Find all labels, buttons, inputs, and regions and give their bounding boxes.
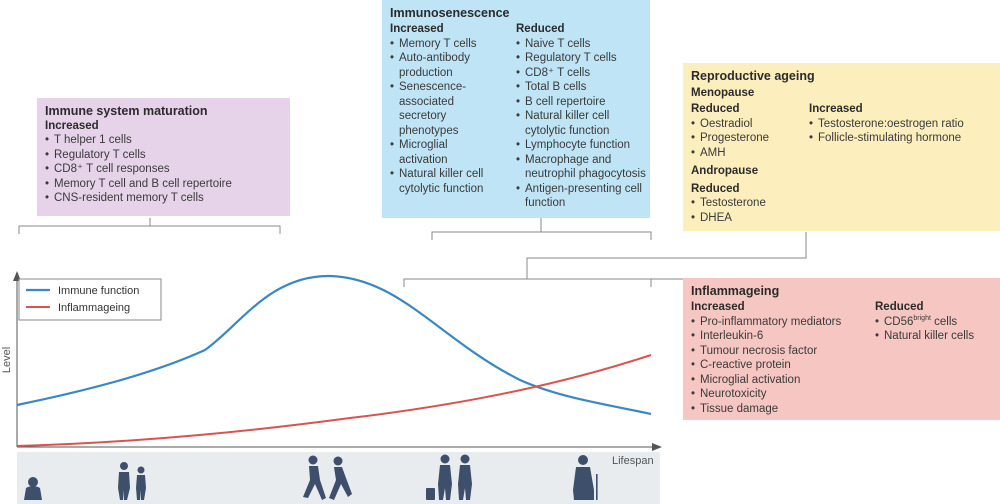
x-axis-arrow bbox=[652, 443, 662, 451]
list-item: DHEA bbox=[691, 211, 992, 226]
y-axis-label: Level bbox=[1, 347, 13, 373]
list-item: Memory T cell and B cell repertoire bbox=[45, 177, 282, 192]
menopause-increased-column: Increased Testosterone:oestrogen ratio F… bbox=[809, 102, 999, 146]
maturation-bracket bbox=[18, 225, 281, 234]
list-item-continuation: cytolytic function bbox=[525, 124, 610, 137]
list-item: CD56bright cells bbox=[875, 315, 997, 330]
list-item: Natural killer cells bbox=[875, 329, 997, 344]
runners-silhouette bbox=[303, 455, 352, 500]
inflammageing-increased-label: Increased bbox=[691, 301, 745, 313]
immunosenescence-increased-label: Increased bbox=[390, 23, 444, 35]
inflammageing-box: Inflammageing Increased Pro-inflammatory… bbox=[683, 278, 1000, 420]
cd56-prefix: CD56 bbox=[884, 315, 914, 328]
inflammageing-title: Inflammageing bbox=[691, 284, 780, 298]
list-item: CNS-resident memory T cells bbox=[45, 191, 282, 206]
immunosenescence-box: Immunosenescence Increased Memory T cell… bbox=[382, 0, 650, 218]
andropause-reduced-list: Testosterone DHEA bbox=[691, 196, 992, 225]
list-item: Microglial activation bbox=[691, 373, 871, 388]
baby-silhouette bbox=[24, 477, 42, 500]
children-silhouette bbox=[118, 462, 146, 500]
list-item: Naive T cells bbox=[516, 37, 648, 52]
list-item: Natural killer cell bbox=[390, 167, 510, 182]
list-item: Lymphocyte function bbox=[516, 138, 648, 153]
menopause-reduced-column: Reduced Oestradiol Progesterone AMH bbox=[691, 102, 801, 160]
list-item: B cell repertoire bbox=[516, 95, 648, 110]
list-item: Testosterone:oestrogen ratio bbox=[809, 117, 999, 132]
list-item-continuation: activation bbox=[399, 153, 448, 166]
maturation-increased-list: T helper 1 cells Regulatory T cells CD8⁺… bbox=[45, 133, 282, 206]
list-item: Regulatory T cells bbox=[516, 51, 648, 66]
cd56-superscript: bright bbox=[913, 314, 931, 322]
list-item-continuation: production bbox=[399, 66, 453, 79]
legend: Immune function Inflammageing bbox=[18, 278, 162, 321]
immune-function-curve bbox=[16, 274, 652, 416]
immunosenescence-increased-column: Increased Memory T cells Auto-antibody p… bbox=[390, 22, 510, 196]
andropause-label: Andropause bbox=[691, 165, 759, 177]
list-item: Natural killer cell bbox=[516, 109, 648, 124]
reproductive-box: Reproductive ageing Menopause Reduced Oe… bbox=[683, 63, 1000, 231]
list-item-continuation: secretory bbox=[399, 110, 447, 122]
list-item: CD8⁺ T cell responses bbox=[45, 162, 282, 177]
maturation-increased-label: Increased bbox=[45, 119, 99, 132]
x-axis-label: Lifespan bbox=[612, 455, 654, 467]
axes bbox=[13, 271, 662, 451]
elderly-silhouette bbox=[573, 455, 598, 500]
brackets bbox=[18, 218, 807, 287]
andropause-reduced-label: Reduced bbox=[691, 182, 740, 195]
menopause-label: Menopause bbox=[691, 86, 755, 99]
list-item: AMH bbox=[691, 146, 801, 161]
menopause-columns: Reduced Oestradiol Progesterone AMH Incr… bbox=[691, 102, 992, 160]
list-item: Regulatory T cells bbox=[45, 148, 282, 163]
list-item: Memory T cells bbox=[390, 37, 510, 52]
cd56-suffix: cells bbox=[930, 315, 958, 328]
legend-frame bbox=[18, 278, 162, 321]
list-item: Antigen-presenting cell bbox=[516, 182, 648, 197]
list-item: T helper 1 cells bbox=[45, 133, 282, 148]
list-item-continuation: associated bbox=[399, 95, 454, 108]
immunosenescence-title: Immunosenescence bbox=[390, 6, 510, 20]
list-item: Total B cells bbox=[516, 80, 648, 95]
adults-silhouette bbox=[426, 454, 472, 500]
list-item-continuation: cytolytic function bbox=[399, 182, 484, 195]
maturation-title: Immune system maturation bbox=[45, 104, 208, 118]
list-item: Senescence- bbox=[390, 80, 510, 95]
list-item-continuation: neutrophil phagocytosis bbox=[525, 168, 646, 180]
list-item: Interleukin-6 bbox=[691, 329, 871, 344]
list-item: Progesterone bbox=[691, 131, 801, 146]
menopause-reduced-label: Reduced bbox=[691, 103, 740, 115]
inflammageing-reduced-label: Reduced bbox=[875, 301, 924, 313]
list-item: Microglial bbox=[390, 138, 510, 153]
list-item: Auto-antibody bbox=[390, 51, 510, 66]
list-item: Macrophage and bbox=[516, 153, 648, 168]
immunosenescence-bracket bbox=[431, 231, 652, 240]
inflammageing-increased-column: Increased Pro-inflammatory mediators Int… bbox=[691, 300, 871, 416]
list-item: Tumour necrosis factor bbox=[691, 344, 871, 359]
list-item-continuation: function bbox=[525, 197, 566, 209]
list-item: Tissue damage bbox=[691, 402, 871, 417]
silhouettes bbox=[24, 454, 598, 500]
inflammageing-bracket bbox=[403, 278, 652, 287]
list-item-continuation: phenotypes bbox=[399, 124, 459, 137]
reproductive-title: Reproductive ageing bbox=[691, 69, 815, 83]
list-item: Follicle-stimulating hormone bbox=[809, 131, 999, 146]
list-item: Pro-inflammatory mediators bbox=[691, 315, 871, 330]
reproductive-connector bbox=[526, 232, 807, 279]
legend-inflam-label: Inflammageing bbox=[58, 302, 130, 314]
list-item: C-reactive protein bbox=[691, 358, 871, 373]
legend-immune-label: Immune function bbox=[58, 285, 139, 297]
list-item: CD8⁺ T cells bbox=[516, 66, 648, 81]
menopause-increased-label: Increased bbox=[809, 103, 863, 115]
list-item: Neurotoxicity bbox=[691, 387, 871, 402]
inflammageing-curve bbox=[16, 354, 652, 447]
immunosenescence-reduced-column: Reduced Naive T cells Regulatory T cells… bbox=[516, 22, 648, 211]
immunosenescence-reduced-label: Reduced bbox=[516, 23, 565, 35]
list-item: Testosterone bbox=[691, 196, 992, 211]
inflammageing-reduced-column: Reduced CD56bright cells Natural killer … bbox=[875, 300, 997, 344]
maturation-box: Immune system maturation Increased T hel… bbox=[37, 98, 290, 216]
list-item: Oestradiol bbox=[691, 117, 801, 132]
